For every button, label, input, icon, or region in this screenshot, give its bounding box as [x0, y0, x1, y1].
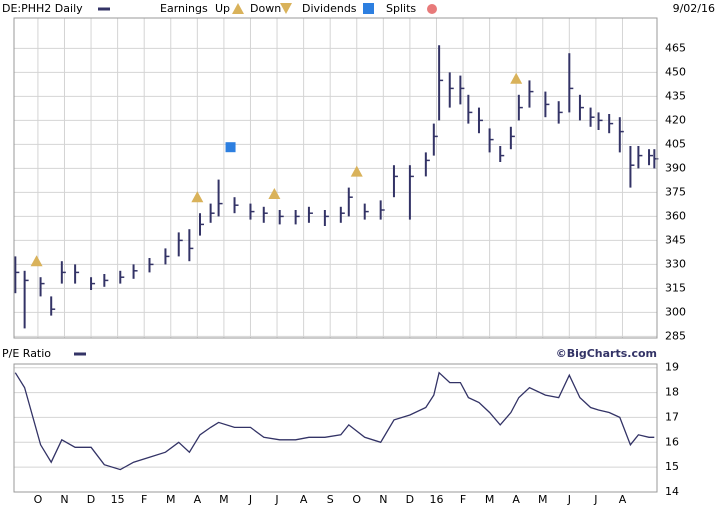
y-tick-label: 450: [665, 65, 686, 78]
earnings-up-icon: [232, 3, 244, 14]
x-tick-label: A: [619, 493, 627, 506]
legend-down: Down: [250, 2, 281, 15]
x-tick-label: J: [593, 493, 597, 506]
y-tick-label: 19: [665, 361, 679, 374]
legend-splits: Splits: [386, 2, 416, 15]
source: ©BigCharts.com: [556, 347, 657, 360]
legend-earnings: Earnings: [160, 2, 208, 15]
y-tick-label: 285: [665, 329, 686, 342]
earnings-marker: [350, 165, 363, 177]
x-tick-label: 16: [429, 493, 443, 506]
earnings-marker: [510, 72, 523, 84]
x-tick-label: D: [87, 493, 95, 506]
x-tick-label: 15: [111, 493, 125, 506]
x-tick-label: F: [141, 493, 147, 506]
y-tick-label: 18: [665, 386, 679, 399]
x-tick-label: O: [352, 493, 361, 506]
pe-line: [14, 371, 655, 471]
x-tick-label: S: [327, 493, 334, 506]
y-tick-label: 15: [665, 460, 679, 473]
x-tick-label: A: [300, 493, 308, 506]
y-tick-label: 420: [665, 113, 686, 126]
earnings-icon: [191, 191, 204, 203]
pe-title: P/E Ratio: [2, 347, 51, 360]
y-tick-label: 465: [665, 41, 686, 54]
earnings-marker: [30, 255, 43, 267]
x-tick-label: J: [274, 493, 278, 506]
y-tick-label: 14: [665, 485, 679, 498]
legend-up: Up: [215, 2, 230, 15]
x-tick-label: O: [34, 493, 43, 506]
symbol: DE:PHH2 Daily: [2, 2, 83, 15]
x-tick-label: M: [485, 493, 495, 506]
x-tick-label: A: [194, 493, 202, 506]
plot-frame: [13, 363, 658, 493]
earnings-icon: [350, 165, 363, 177]
x-tick-label: J: [567, 493, 571, 506]
x-tick-label: M: [166, 493, 176, 506]
x-tick-label: N: [379, 493, 387, 506]
y-tick-label: 375: [665, 185, 686, 198]
plot-border: [13, 17, 658, 339]
earnings-down-icon: [280, 3, 292, 14]
date: 9/02/16: [673, 2, 715, 15]
earnings-icon: [30, 255, 43, 267]
x-tick-label: A: [512, 493, 520, 506]
dividend-icon: [363, 3, 374, 14]
y-tick-label: 345: [665, 233, 686, 246]
x-tick-label: M: [538, 493, 548, 506]
dividend-marker: [225, 142, 236, 153]
x-tick-label: M: [219, 493, 229, 506]
y-tick-label: 16: [665, 435, 679, 448]
y-tick-label: 405: [665, 137, 686, 150]
y-tick-label: 300: [665, 305, 686, 318]
earnings-icon: [268, 188, 281, 199]
y-tick-label: 390: [665, 161, 686, 174]
earnings-marker: [191, 191, 204, 203]
split-icon: [427, 4, 437, 14]
x-tick-label: J: [248, 493, 252, 506]
earnings-marker: [268, 188, 281, 199]
legend-dividends: Dividends: [302, 2, 357, 15]
x-tick-label: D: [406, 493, 414, 506]
y-tick-label: 17: [665, 410, 679, 423]
plot-frame: [13, 17, 658, 339]
earnings-icon: [510, 72, 523, 84]
x-tick-label: F: [460, 493, 466, 506]
x-tick-label: N: [60, 493, 68, 506]
y-tick-label: 330: [665, 257, 686, 270]
plot-border: [13, 363, 658, 493]
y-tick-label: 435: [665, 89, 686, 102]
y-tick-label: 315: [665, 281, 686, 294]
y-tick-label: 360: [665, 209, 686, 222]
